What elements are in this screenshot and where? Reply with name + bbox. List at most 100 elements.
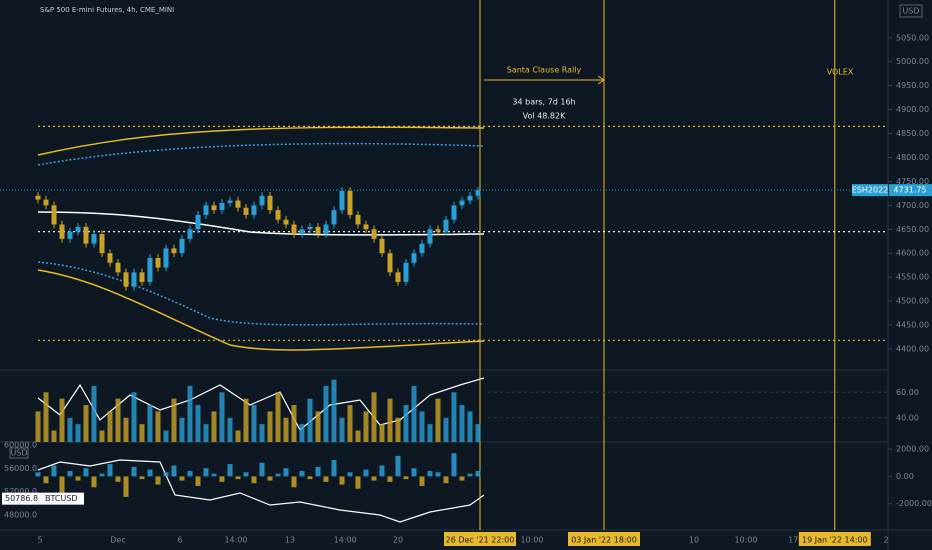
panel-bar: [219, 392, 225, 442]
panel-bar: [387, 476, 393, 482]
panel-bar: [435, 472, 441, 477]
panel-bar: [395, 455, 401, 477]
panel-bar: [267, 476, 273, 481]
candle-body: [419, 243, 425, 254]
y-tick-label: 4450.00: [896, 321, 929, 330]
candle-body: [139, 272, 145, 282]
panel-bar: [195, 476, 201, 486]
candle-body: [427, 229, 433, 244]
panel-bar: [307, 398, 313, 442]
candle-body: [219, 202, 225, 211]
panel-bar: [443, 417, 449, 442]
candle-body: [43, 199, 49, 206]
panel-bar: [299, 470, 305, 477]
candle-body: [411, 253, 417, 263]
left-currency-box: [9, 447, 29, 459]
panel-bar: [347, 472, 353, 477]
panel-bar: [83, 405, 89, 442]
range-bars: 34 bars, 7d 16h: [512, 98, 575, 107]
panel-bar: [347, 405, 353, 442]
left-tick-label: 60000.0: [4, 441, 37, 450]
panel-bar: [339, 476, 345, 485]
left-currency: USD: [10, 449, 27, 458]
panel-bar: [291, 405, 297, 442]
panel-bar: [123, 417, 129, 442]
panel-bar: [67, 417, 73, 442]
candle-body: [83, 226, 89, 244]
panel-bar: [259, 462, 265, 477]
panel-bar: [331, 460, 337, 477]
panel-bar: [131, 392, 137, 442]
candle-body: [211, 205, 217, 211]
panel-bar: [195, 405, 201, 442]
panel-bar: [443, 476, 449, 484]
symbol-box: [852, 184, 888, 197]
panel-bar: [171, 398, 177, 442]
x-tick-label: 10:00: [520, 536, 543, 545]
candle-body: [403, 262, 409, 282]
candle-body: [371, 229, 377, 239]
candle-body: [459, 200, 465, 206]
candle-body: [67, 231, 73, 239]
panel-bar: [379, 465, 385, 477]
panel-bar: [147, 405, 153, 442]
panel-bar: [307, 476, 313, 480]
candle-body: [323, 224, 329, 235]
panel-bar: [107, 464, 113, 477]
y-tick-label: 4750.00: [896, 177, 929, 186]
panel-bar: [43, 476, 49, 484]
candle-body: [187, 229, 193, 239]
panel-bar: [411, 385, 417, 442]
band-lower: [37, 269, 485, 351]
candle-body: [363, 224, 369, 230]
panel-bar: [163, 430, 169, 442]
candle-body: [339, 190, 345, 211]
panel-bar: [155, 411, 161, 442]
y-tick-label: 4400.00: [896, 344, 929, 353]
panel-bar: [243, 472, 249, 477]
panel-bar: [155, 476, 161, 485]
panel-bar: [451, 392, 457, 442]
candle-body: [99, 234, 105, 254]
panel-bar: [99, 473, 105, 477]
panel-bar: [259, 424, 265, 442]
y-tick-label: 4850.00: [896, 129, 929, 138]
panel-bar: [75, 476, 81, 481]
x-tick-label: Dec: [110, 536, 125, 545]
x-tick-label: 03 Jan '22 18:00: [571, 536, 637, 545]
candle-body: [275, 210, 281, 220]
panel-bar: [91, 385, 97, 442]
price-box: [889, 184, 932, 197]
left-tick-label: 56000.0: [4, 464, 37, 473]
candle-body: [59, 224, 65, 239]
panel-bar: [379, 424, 385, 442]
panel-bar: [235, 430, 241, 442]
panel-bar: [163, 472, 169, 477]
panel-bar: [187, 470, 193, 477]
panel-bar: [435, 398, 441, 442]
candle-body: [131, 272, 137, 287]
currency: USD: [902, 7, 919, 16]
y-tick-label: 4500.00: [896, 297, 929, 306]
x-tick-label: 17: [788, 536, 798, 545]
y-tick-label: 4950.00: [896, 81, 929, 90]
panel-bar: [211, 473, 217, 477]
panel-bar: [147, 469, 153, 477]
panel-bar: [139, 424, 145, 442]
candle-body: [115, 262, 121, 273]
candle-body: [395, 272, 401, 282]
x-tick-box: [798, 532, 871, 546]
panel-bar: [283, 417, 289, 442]
candle-body: [107, 253, 113, 263]
panel-bar: [363, 469, 369, 477]
panel-bar: [91, 476, 97, 488]
candle-body: [35, 195, 41, 200]
candle-body: [379, 238, 385, 254]
band-inner-upper: [37, 142, 485, 166]
panel-bar: [35, 472, 41, 477]
panel-bar: [219, 476, 225, 482]
panel-bar: [115, 476, 121, 482]
panel-bar: [67, 470, 73, 477]
